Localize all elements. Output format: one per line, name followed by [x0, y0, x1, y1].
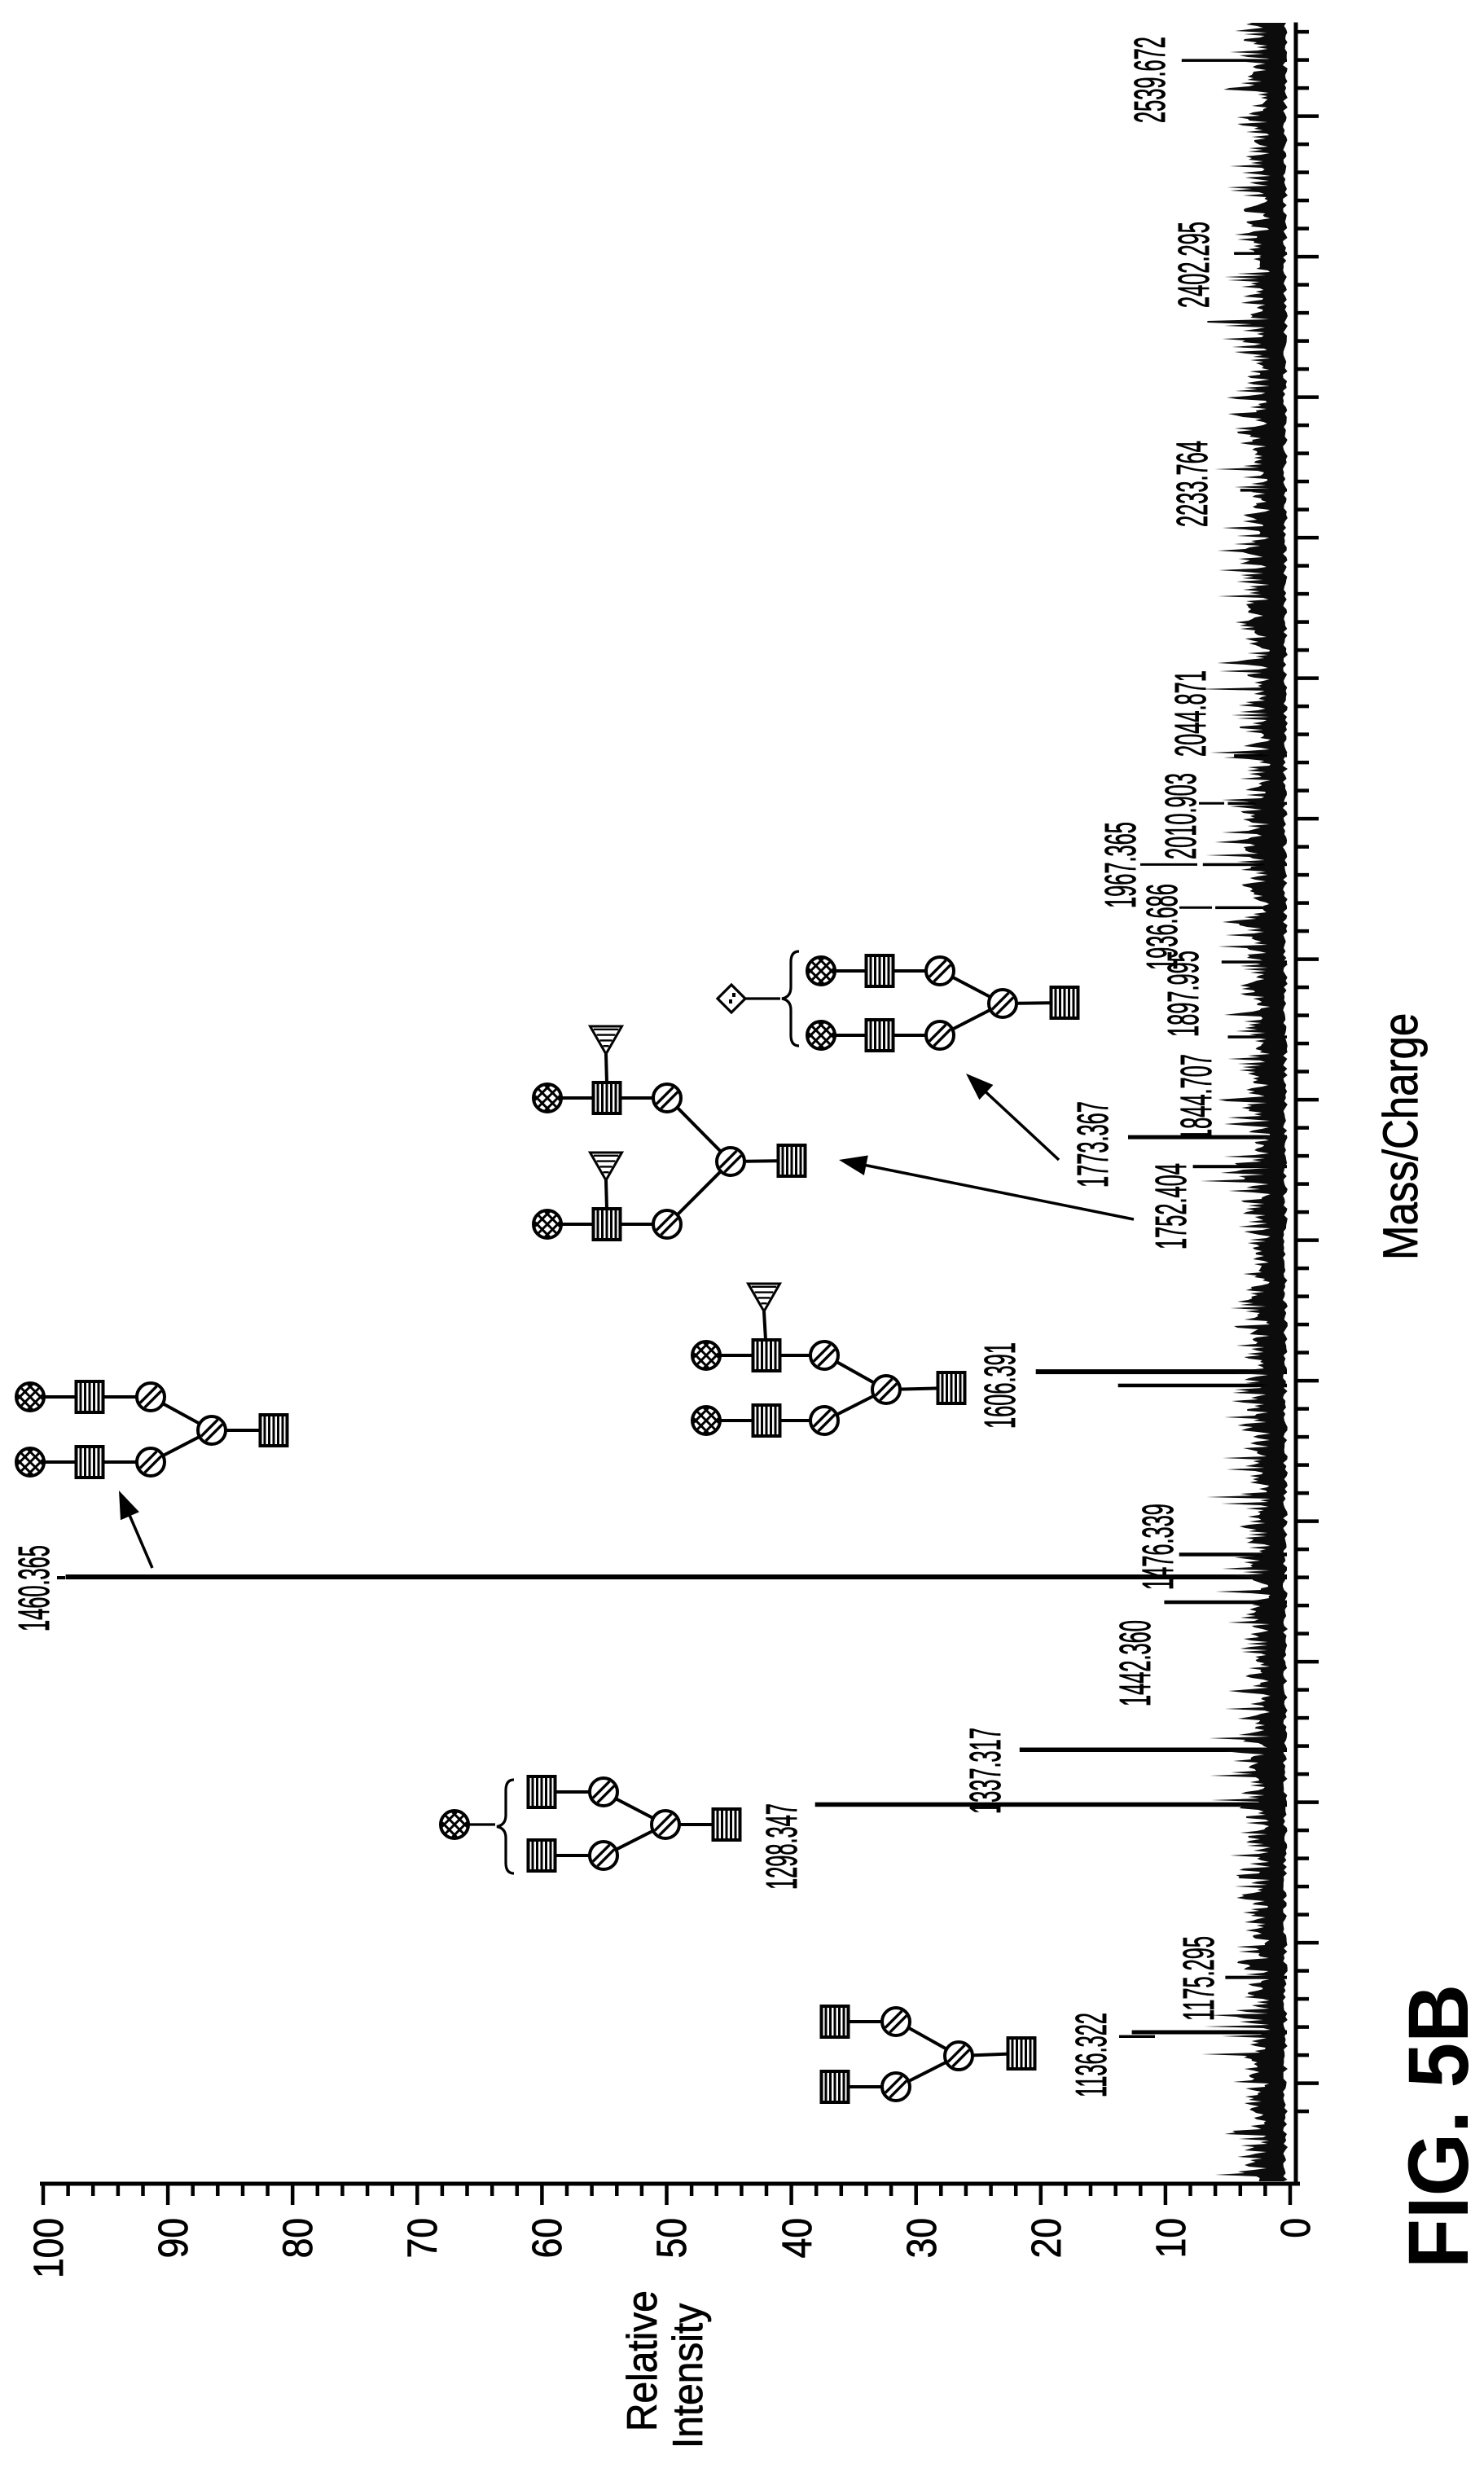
svg-text:90: 90: [151, 2218, 197, 2258]
svg-text:2010.903: 2010.903: [1156, 773, 1205, 859]
svg-text:1476.339: 1476.339: [1133, 1504, 1182, 1590]
svg-text:1967.365: 1967.365: [1095, 822, 1144, 908]
svg-text:Intensity: Intensity: [664, 2303, 711, 2448]
svg-text:1298.347: 1298.347: [757, 1803, 806, 1890]
svg-text:1752.404: 1752.404: [1146, 1163, 1195, 1249]
svg-text:Mass/Charge: Mass/Charge: [1373, 1013, 1428, 1260]
svg-text:1844.707: 1844.707: [1171, 1054, 1220, 1140]
svg-text:0: 0: [1273, 2218, 1319, 2238]
svg-text:1897.995: 1897.995: [1158, 951, 1207, 1037]
svg-text:80: 80: [275, 2218, 322, 2258]
svg-text:1337.317: 1337.317: [960, 1728, 1009, 1814]
svg-text:50: 50: [649, 2218, 696, 2258]
svg-text:FIG. 5B: FIG. 5B: [1390, 1984, 1484, 2268]
svg-text:1136.322: 1136.322: [1066, 2013, 1115, 2097]
svg-text:20: 20: [1024, 2218, 1070, 2258]
svg-text:60: 60: [525, 2218, 571, 2258]
svg-text:1460.365: 1460.365: [9, 1545, 58, 1631]
svg-text:1442.360: 1442.360: [1110, 1620, 1159, 1706]
svg-text:100: 100: [26, 2218, 72, 2278]
svg-text:40: 40: [775, 2218, 821, 2258]
svg-text:1606.391: 1606.391: [975, 1342, 1024, 1429]
svg-text:1175.295: 1175.295: [1174, 1936, 1223, 2021]
svg-text:2539.672: 2539.672: [1125, 37, 1174, 123]
svg-text:2233.764: 2233.764: [1167, 441, 1216, 527]
svg-text:2044.871: 2044.871: [1166, 670, 1214, 757]
svg-text:Relative: Relative: [618, 2290, 665, 2431]
svg-text:70: 70: [400, 2218, 446, 2258]
svg-text:10: 10: [1148, 2218, 1195, 2258]
svg-text:1773.367: 1773.367: [1068, 1101, 1117, 1188]
svg-text:1936.686: 1936.686: [1137, 884, 1186, 970]
svg-text:2402.295: 2402.295: [1169, 222, 1218, 308]
svg-text:30: 30: [899, 2218, 946, 2258]
